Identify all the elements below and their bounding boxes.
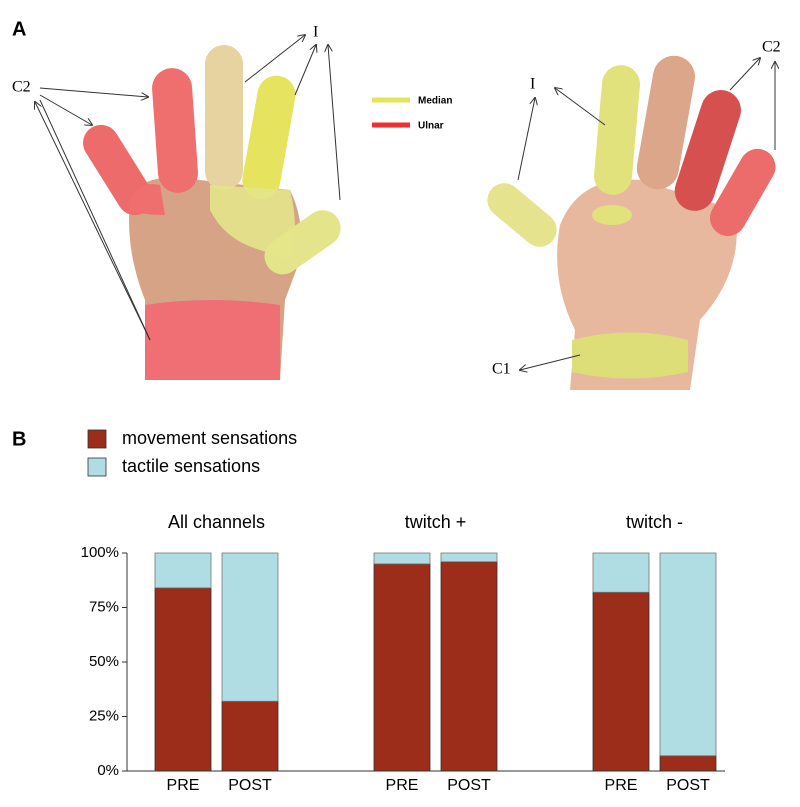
group-label: All channels: [168, 512, 265, 532]
bar-segment: [154, 552, 212, 589]
x-tick-label: POST: [228, 777, 272, 794]
y-tick-label: 25%: [89, 707, 119, 724]
nerve-label: C2: [12, 79, 31, 96]
bar-segment: [440, 552, 498, 563]
legend-label: tactile sensations: [122, 456, 260, 476]
bar-segment: [592, 591, 650, 772]
legend-swatch: [87, 429, 107, 449]
bar-segment: [592, 552, 650, 593]
left-hand: [35, 35, 341, 380]
legend-swatch: [87, 457, 107, 477]
legend-label: Median: [418, 96, 452, 107]
group-label: twitch +: [405, 512, 467, 532]
y-tick-label: 75%: [89, 598, 119, 615]
legend-label: movement sensations: [122, 428, 297, 448]
nerve-label: C2: [762, 39, 781, 56]
x-tick-label: PRE: [386, 777, 419, 794]
y-tick-label: 50%: [89, 653, 119, 670]
x-tick-label: PRE: [167, 777, 200, 794]
bar-segment: [154, 587, 212, 772]
y-tick-label: 0%: [97, 762, 119, 779]
group-label: twitch -: [626, 512, 683, 532]
panel-letter: B: [12, 428, 26, 450]
x-tick-label: POST: [447, 777, 491, 794]
legend-label: Ulnar: [418, 121, 444, 132]
bar-chart: movement sensations tactile sensations 0% 2…: [81, 428, 725, 794]
nerve-label: I: [530, 76, 535, 93]
bar-segment: [373, 552, 431, 565]
panel-letter: A: [12, 18, 26, 40]
x-tick-label: PRE: [605, 777, 638, 794]
bar-segment: [373, 563, 431, 772]
right-hand: [487, 55, 782, 390]
x-tick-label: POST: [666, 777, 710, 794]
bar-segment: [221, 552, 279, 702]
bar-segment: [659, 755, 717, 772]
nerve-label: I: [313, 24, 318, 41]
bar-segment: [659, 552, 717, 757]
bar-segment: [440, 561, 498, 772]
nerve-label: C1: [492, 361, 511, 378]
y-tick-label: 100%: [81, 544, 119, 561]
bar-segment: [221, 700, 279, 772]
